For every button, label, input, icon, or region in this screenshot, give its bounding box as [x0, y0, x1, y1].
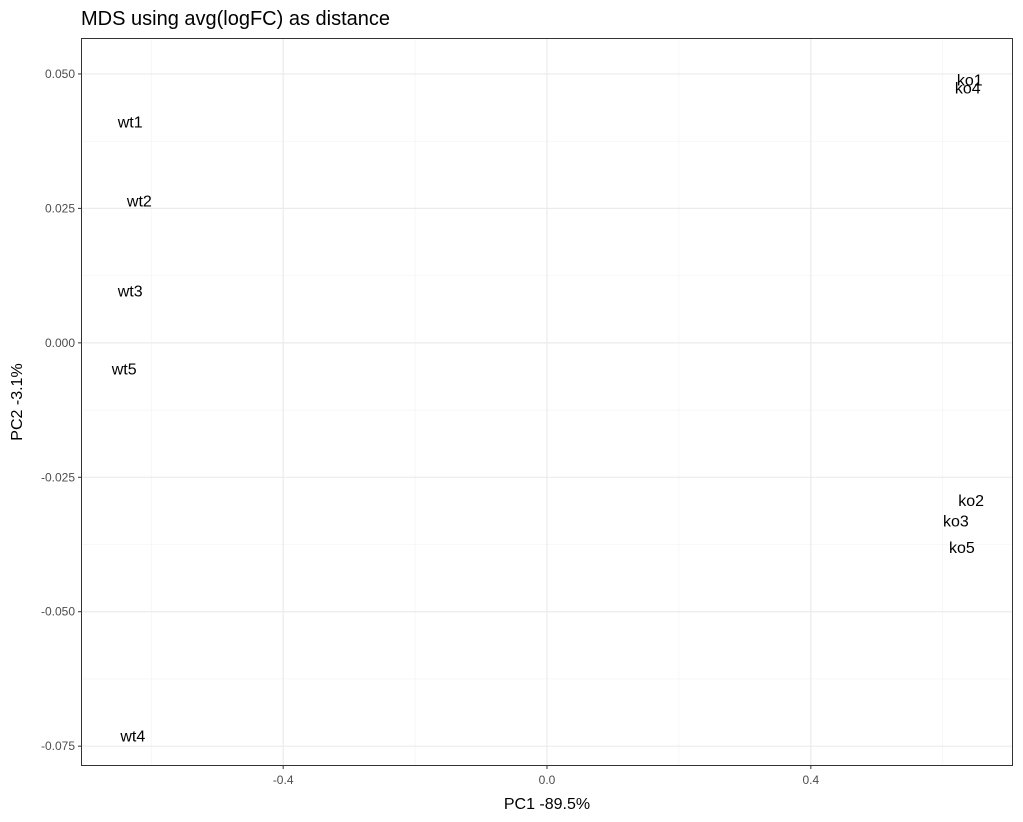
x-tick-label-0: -0.4 [273, 773, 294, 787]
point-label-wt2: wt2 [126, 193, 152, 210]
y-tick-label-3: -0.025 [41, 470, 75, 484]
point-label-wt1: wt1 [117, 114, 143, 131]
point-label-ko1: ko1 [957, 72, 983, 89]
point-label-wt4: wt4 [119, 728, 145, 745]
x-tick-label-2: 0.4 [802, 773, 819, 787]
y-tick-label-0: 0.050 [45, 67, 75, 81]
point-label-ko5: ko5 [949, 540, 975, 557]
point-label-ko2: ko2 [958, 493, 984, 510]
axes: -0.4 0.0 0.4 0.050 0.025 0.000 -0.025 -0.050 -0.… [41, 67, 820, 787]
point-label-ko4: ko4 [955, 80, 981, 97]
x-axis-title: PC1 -89.5% [504, 796, 590, 813]
point-label-ko3: ko3 [943, 513, 969, 530]
point-label-wt3: wt3 [117, 284, 143, 301]
y-tick-label-5: -0.075 [41, 739, 75, 753]
y-tick-label-4: -0.050 [41, 605, 75, 619]
chart-title: MDS using avg(logFC) as distance [81, 8, 390, 30]
x-tick-label-1: 0.0 [539, 773, 556, 787]
point-label-wt5: wt5 [111, 362, 137, 379]
y-tick-label-1: 0.025 [45, 201, 75, 215]
y-tick-label-2: 0.000 [45, 336, 75, 350]
y-axis-title: PC2 -3.1% [9, 363, 26, 440]
grid-lines [82, 39, 1012, 765]
